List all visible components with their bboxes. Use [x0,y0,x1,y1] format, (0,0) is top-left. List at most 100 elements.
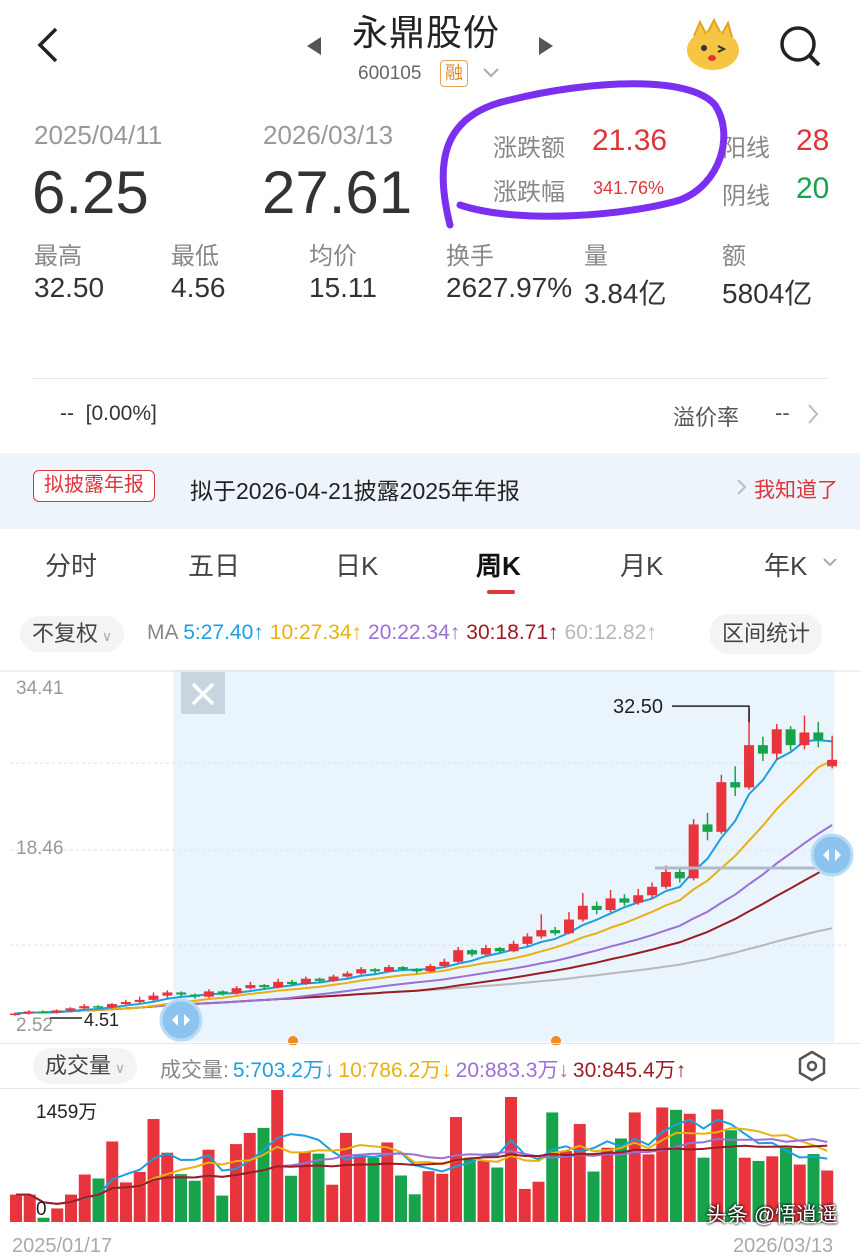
chevron-right-icon[interactable] [806,403,820,430]
candle-body [65,1008,76,1011]
search-icon[interactable] [778,24,822,73]
volume-bar [10,1194,22,1222]
candle-body [660,871,671,887]
settings-hexagon-icon[interactable] [797,1050,827,1087]
volume-bar [257,1127,270,1222]
volume-bar [243,1132,256,1222]
volume-bar [491,1167,504,1222]
candle-body [674,871,685,879]
volume-bar [285,1175,297,1222]
selection-drag-handle[interactable] [810,833,854,877]
candle-body [190,994,201,997]
candle-body [287,981,297,984]
candle-body [79,1006,90,1009]
volume-max-label: 1459万 [36,1102,98,1123]
candle-body [23,1011,34,1014]
tab-zhouk[interactable]: 周K [476,551,521,581]
candle-body [383,967,394,972]
volume-bar [670,1109,682,1222]
candle-body [480,948,491,955]
stat-label: 最高 [34,243,82,270]
volume-bar [573,1124,586,1222]
y-tick-label: 18.46 [16,838,64,859]
stat-value: 15.11 [309,272,377,303]
low-label: 4.51 [84,1010,119,1030]
notice-text: 拟于2026-04-21披露2025年年报 [190,478,520,504]
candle-body [467,950,478,955]
candle-body [37,1011,48,1013]
volume-ma-value: 20:883.3万↓ [455,1059,569,1082]
volume-bar [120,1182,132,1222]
volume-bar [216,1195,229,1222]
volume-bar [298,1152,311,1222]
volume-bar [450,1117,462,1222]
active-tab-indicator [487,590,515,594]
volume-ma5-line [16,1118,828,1205]
volume-bar [147,1119,160,1222]
tab-wuri[interactable]: 五日 [188,551,241,581]
volume-bar [395,1175,407,1222]
tab-rik[interactable]: 日K [335,551,379,581]
candle-body [716,782,727,832]
volume-bar [230,1144,242,1222]
hand-drawn-circle [439,80,728,229]
notice-badge: 拟披露年报 [33,470,155,502]
volume-bar [381,1142,394,1222]
candle-body [771,729,782,754]
volume-bar [65,1194,77,1222]
volume-bar [436,1173,449,1222]
footer-end-date: 2026/03/13 [733,1235,834,1257]
margin-badge: 融 [440,60,468,87]
range-stats-button[interactable]: 区间统计 [710,614,823,654]
chevron-down-icon[interactable] [482,66,500,84]
notice-chevron-icon [736,478,748,501]
tab-niank[interactable]: 年K [764,551,808,581]
divider [32,378,828,379]
candle-body [647,886,658,896]
volume-bar [766,1156,779,1222]
tab-more-chevron-icon[interactable] [822,556,838,574]
tab-yuek[interactable]: 月K [620,551,664,581]
candle-body [245,985,256,989]
volume-bar [560,1151,572,1222]
volume-bar [807,1154,820,1222]
volume-ma10-line [16,1127,828,1205]
candlestick-chart[interactable]: 34.41 18.46 2.52 32.50 4.51 [0,670,860,1045]
volume-chart[interactable] [0,1089,860,1225]
change-pct-label: 涨跌幅 [493,179,565,206]
candle-body [536,930,547,937]
candle-body [162,992,173,996]
candle-body [411,969,422,972]
notice-dismiss-button[interactable]: 我知道了 [754,479,838,502]
selection-drag-handle[interactable] [159,998,203,1042]
next-stock-icon[interactable] [537,36,555,61]
chevron-down-icon: ∨ [111,1060,126,1076]
candle-body [633,895,644,903]
event-marker-dot [288,1036,298,1045]
volume-bar [601,1147,614,1222]
volume-bar [780,1147,792,1222]
volume-bar [518,1188,531,1222]
volume-bar [697,1157,710,1222]
stat-value: 4.56 [171,272,226,303]
stat-label: 均价 [309,243,357,270]
volume-select[interactable]: 成交量 ∨ [33,1048,138,1084]
volume-bar [793,1164,806,1222]
mascot-icon[interactable] [684,17,742,74]
candle-body [148,995,159,1000]
tab-fenshi[interactable]: 分时 [45,551,98,581]
candle-body [688,824,699,879]
ma-value: 20:22.34↑ [368,621,461,644]
ma-value: 5:27.40↑ [183,621,264,644]
volume-bar [106,1141,119,1222]
candle-body [702,824,713,832]
prev-stock-icon[interactable] [305,36,323,61]
stat-value: 2627.97% [446,272,573,303]
volume-bar [546,1112,559,1222]
watermark: 头条 @悟逍遥 [706,1204,839,1227]
candle-body [51,1010,62,1013]
adjust-select[interactable]: 不复权 ∨ [20,616,125,652]
start-date: 2025/04/11 [34,120,163,150]
back-arrow-icon[interactable] [30,25,66,65]
stat-label: 最低 [171,243,219,270]
